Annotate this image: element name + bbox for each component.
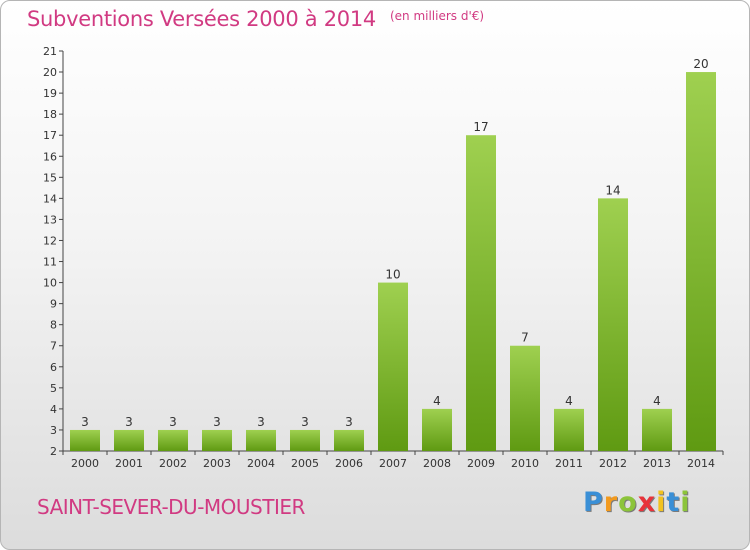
logo-letter: r: [603, 487, 619, 518]
logo-letter: o: [618, 487, 638, 518]
bar: [510, 345, 540, 451]
bar: [158, 429, 188, 451]
title-row: Subventions Versées 2000 à 2014 (en milli…: [27, 7, 484, 31]
y-tick-label: 5: [50, 382, 57, 395]
y-tick-label: 3: [50, 424, 57, 437]
chart-title: Subventions Versées 2000 à 2014: [27, 7, 376, 31]
bar-value-label: 14: [605, 183, 620, 197]
y-tick-label: 6: [50, 361, 57, 374]
bars-group: [70, 72, 716, 452]
bar: [334, 429, 364, 451]
y-tick-label: 21: [43, 45, 57, 58]
bar-value-label: 4: [565, 394, 573, 408]
bar-value-label: 3: [301, 415, 309, 429]
logo-letter: i: [680, 487, 691, 518]
y-tick-label: 14: [43, 192, 57, 205]
y-tick-label: 20: [43, 66, 57, 79]
bar-value-label: 4: [653, 394, 661, 408]
bar-value-label: 3: [125, 415, 133, 429]
bar-value-label: 7: [521, 331, 529, 345]
y-tick-label: 19: [43, 87, 57, 100]
bar-value-label: 10: [385, 268, 400, 282]
y-tick-label: 15: [43, 171, 57, 184]
bar: [686, 72, 716, 451]
logo-letter: i: [656, 487, 667, 518]
x-tick-label: 2004: [247, 457, 275, 470]
logo-letter: t: [666, 487, 681, 518]
bar: [466, 135, 496, 452]
axes: 2 3 4 5 6 7 8 9 10 11 12 13 14 15 16 17 18 19 20 21 2000 2001…: [43, 45, 724, 470]
commune-name: SAINT-SEVER-DU-MOUSTIER: [37, 495, 305, 519]
x-tick-label: 2001: [115, 457, 143, 470]
bar-value-label: 3: [169, 415, 177, 429]
y-tick-label: 7: [50, 340, 57, 353]
proxiti-logo[interactable]: Proxiti: [583, 487, 691, 518]
x-tick-label: 2009: [467, 457, 495, 470]
x-tick-label: 2010: [511, 457, 539, 470]
y-tick-label: 8: [50, 319, 57, 332]
y-tick-label: 16: [43, 150, 57, 163]
y-tick-label: 12: [43, 234, 57, 247]
bar: [246, 429, 276, 451]
bar-value-label: 3: [81, 415, 89, 429]
bar-value-label: 17: [473, 120, 488, 134]
labels-group: 3 3 3 3 3 3 3 10 4 17 7 4 14 4 20: [81, 57, 708, 429]
x-tick-label: 2000: [71, 457, 99, 470]
bar: [290, 429, 320, 451]
x-tick-label: 2011: [555, 457, 583, 470]
logo-letter: x: [637, 487, 657, 518]
bar-value-label: 4: [433, 394, 441, 408]
x-tick-label: 2008: [423, 457, 451, 470]
y-tick-label: 10: [43, 277, 57, 290]
y-tick-label: 17: [43, 129, 57, 142]
x-tick-label: 2007: [379, 457, 407, 470]
y-tick-label: 4: [50, 403, 57, 416]
bar: [642, 408, 672, 451]
x-tick-label: 2013: [643, 457, 671, 470]
x-tick-label: 2014: [687, 457, 715, 470]
y-tick-label: 9: [50, 298, 57, 311]
bar-value-label: 3: [257, 415, 265, 429]
bar-value-label: 3: [345, 415, 353, 429]
bar-value-label: 3: [213, 415, 221, 429]
bar: [114, 429, 144, 451]
bar: [598, 198, 628, 451]
logo-letter: P: [583, 487, 604, 518]
x-tick-label: 2006: [335, 457, 363, 470]
y-tick-label: 13: [43, 213, 57, 226]
y-tick-label: 18: [43, 108, 57, 121]
bar-value-label: 20: [693, 57, 708, 71]
chart-subtitle: (en milliers d'€): [389, 9, 485, 23]
x-tick-label: 2012: [599, 457, 627, 470]
bar: [202, 429, 232, 451]
x-tick-label: 2005: [291, 457, 319, 470]
bar: [378, 282, 408, 451]
x-tick-label: 2002: [159, 457, 187, 470]
bar: [422, 408, 452, 451]
bar: [554, 408, 584, 451]
y-tick-label: 2: [50, 445, 57, 458]
y-tick-label: 11: [43, 256, 57, 269]
bar: [70, 429, 100, 451]
x-tick-label: 2003: [203, 457, 231, 470]
